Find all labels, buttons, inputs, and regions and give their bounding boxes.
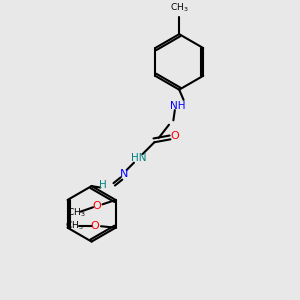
Text: H: H (99, 180, 107, 190)
Text: O: O (91, 221, 100, 231)
Text: O: O (92, 201, 101, 211)
Text: NH: NH (170, 101, 185, 111)
Text: CH$_3$: CH$_3$ (65, 220, 84, 233)
Text: CH$_3$: CH$_3$ (67, 207, 86, 219)
Text: HN: HN (130, 153, 146, 163)
Text: CH$_3$: CH$_3$ (170, 1, 188, 14)
Text: O: O (170, 131, 179, 141)
Text: N: N (119, 169, 128, 179)
